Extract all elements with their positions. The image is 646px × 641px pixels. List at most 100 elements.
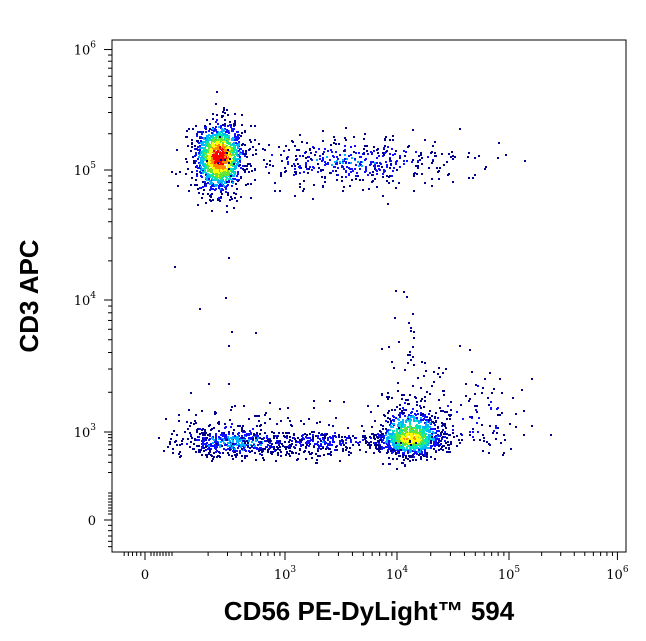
event-dot [222,452,224,454]
event-dot [224,144,226,146]
event-dot [415,414,417,416]
event-dot [341,436,343,438]
event-dot [234,435,236,437]
event-dot [474,157,476,159]
event-dot [388,182,390,184]
event-dot [298,149,300,151]
event-dot [309,437,311,439]
event-dot [210,175,212,177]
event-dot [266,437,268,439]
event-dot [215,437,217,439]
event-dot [350,452,352,454]
event-dot [236,200,238,202]
event-dot [219,177,221,179]
event-dot [235,455,237,457]
event-dot [237,436,239,438]
event-dot [202,172,204,174]
event-dot [191,171,193,173]
event-dot [237,173,239,175]
event-dot [224,174,226,176]
event-dot [373,165,375,167]
event-dot [233,158,235,160]
event-dot [404,430,406,432]
event-dot [233,172,235,174]
event-dot [210,454,212,456]
event-dot [387,392,389,394]
event-dot [191,139,193,141]
event-dot [444,431,446,433]
event-dot [208,178,210,180]
event-dot [301,141,303,143]
event-dot [261,438,263,440]
event-dot [177,185,179,187]
event-dot [430,434,432,436]
event-dot [259,437,261,439]
event-dot [236,444,238,446]
event-dot [189,432,191,434]
event-dot [206,175,208,177]
event-dot [392,449,394,451]
event-dot [412,416,414,418]
event-dot [206,456,208,458]
event-dot [222,115,224,117]
event-dot [188,409,190,411]
event-dot [424,454,426,456]
event-dot [174,266,176,268]
event-dot [339,460,341,462]
event-dot [449,418,451,420]
event-dot [258,143,260,145]
event-dot [218,197,220,199]
event-dot [255,149,257,151]
event-dot [465,395,467,397]
event-dot [224,141,226,143]
event-dot [416,417,418,419]
event-dot [209,155,211,157]
event-dot [350,162,352,164]
event-dot [252,154,254,156]
event-dot [203,189,205,191]
event-dot [364,145,366,147]
event-dot [246,455,248,457]
event-dot [312,438,314,440]
event-dot [429,426,431,428]
event-dot [227,142,229,144]
event-dot [229,419,231,421]
event-dot [196,170,198,172]
event-dot [482,434,484,436]
event-dot [201,156,203,158]
event-dot [228,162,230,164]
event-dot [241,429,243,431]
event-dot [266,440,268,442]
event-dot [332,425,334,427]
event-dot [299,183,301,185]
event-dot [277,435,279,437]
event-dot [222,172,224,174]
event-dot [358,165,360,167]
event-dot [297,163,299,165]
event-dot [277,452,279,454]
event-dot [201,410,203,412]
event-dot [197,188,199,190]
event-dot [386,430,388,432]
event-dot [405,151,407,153]
event-dot [286,437,288,439]
event-dot [252,428,254,430]
event-dot [325,163,327,165]
event-dot [404,444,406,446]
event-dot [320,448,322,450]
event-dot [438,178,440,180]
event-dot [231,179,233,181]
event-dot [417,377,419,379]
event-dot [178,420,180,422]
event-dot [219,136,221,138]
event-dot [244,434,246,436]
event-dot [242,150,244,152]
event-dot [441,153,443,155]
event-dot [218,126,220,128]
event-dot [409,425,411,427]
event-dot [387,412,389,414]
event-dot [390,420,392,422]
event-dot [221,432,223,434]
event-dot [209,199,211,201]
event-dot [213,456,215,458]
